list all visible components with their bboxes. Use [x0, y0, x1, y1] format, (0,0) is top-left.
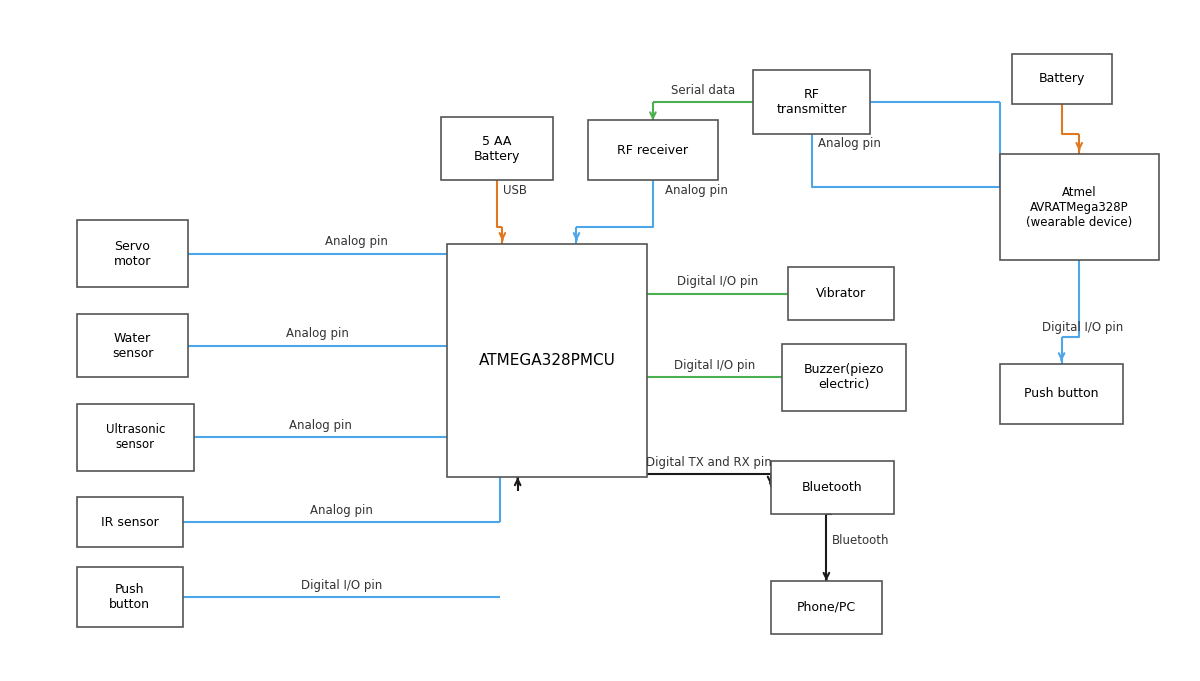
Text: Ultrasonic
sensor: Ultrasonic sensor [106, 424, 166, 452]
Text: USB: USB [503, 184, 527, 197]
Text: Push button: Push button [1025, 387, 1099, 400]
Text: Battery: Battery [1038, 72, 1085, 85]
Text: Servo
motor: Servo motor [114, 240, 151, 268]
FancyBboxPatch shape [77, 404, 194, 471]
Text: Phone/PC: Phone/PC [797, 601, 856, 614]
Text: RF receiver: RF receiver [618, 144, 689, 157]
Text: Digital I/O pin: Digital I/O pin [301, 579, 382, 592]
Text: Digital I/O pin: Digital I/O pin [674, 359, 755, 372]
Text: Digital I/O pin: Digital I/O pin [677, 275, 758, 289]
FancyBboxPatch shape [770, 460, 894, 514]
Text: RF
transmitter: RF transmitter [776, 88, 847, 116]
Text: 5 AA
Battery: 5 AA Battery [474, 135, 521, 163]
Text: IR sensor: IR sensor [101, 516, 158, 529]
FancyBboxPatch shape [782, 344, 906, 411]
FancyBboxPatch shape [588, 121, 718, 180]
Text: Water
sensor: Water sensor [112, 332, 154, 360]
FancyBboxPatch shape [1012, 54, 1111, 104]
Text: Analog pin: Analog pin [665, 184, 727, 197]
FancyBboxPatch shape [1000, 154, 1159, 260]
Text: Atmel
AVRATMega328P
(wearable device): Atmel AVRATMega328P (wearable device) [1026, 185, 1133, 229]
Text: Vibrator: Vibrator [816, 287, 866, 300]
Text: Serial data: Serial data [671, 84, 734, 97]
FancyBboxPatch shape [1000, 364, 1123, 424]
Text: ATMEGA328PMCU: ATMEGA328PMCU [479, 353, 616, 368]
FancyBboxPatch shape [77, 314, 188, 377]
Text: Digital I/O pin: Digital I/O pin [1042, 321, 1123, 334]
Text: Push
button: Push button [109, 584, 150, 612]
Text: Analog pin: Analog pin [310, 504, 373, 517]
Text: Digital TX and RX pin: Digital TX and RX pin [646, 456, 772, 469]
FancyBboxPatch shape [752, 70, 870, 133]
FancyBboxPatch shape [442, 117, 553, 180]
Text: Analog pin: Analog pin [324, 236, 388, 249]
Text: Bluetooth: Bluetooth [802, 481, 863, 494]
Text: Analog pin: Analog pin [289, 419, 352, 432]
FancyBboxPatch shape [448, 244, 647, 477]
FancyBboxPatch shape [77, 497, 182, 548]
Text: Bluetooth: Bluetooth [833, 535, 889, 548]
Text: Buzzer(piezo
electric): Buzzer(piezo electric) [804, 363, 884, 391]
FancyBboxPatch shape [77, 221, 188, 287]
FancyBboxPatch shape [77, 567, 182, 627]
FancyBboxPatch shape [770, 581, 882, 634]
FancyBboxPatch shape [788, 267, 894, 321]
Text: Analog pin: Analog pin [817, 137, 881, 150]
Text: Analog pin: Analog pin [287, 327, 349, 340]
